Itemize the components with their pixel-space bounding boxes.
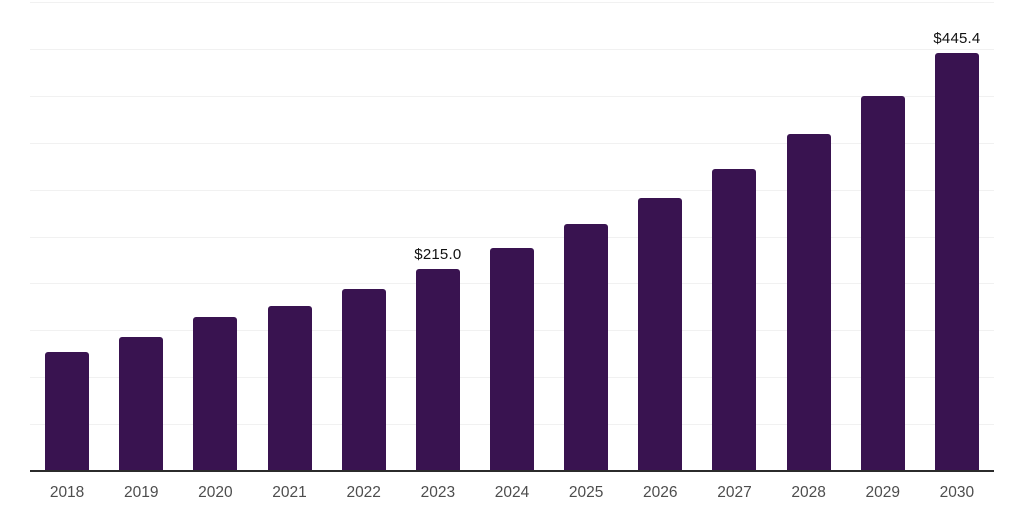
x-tick-label-2025: 2025 [568,484,604,501]
x-tick-label-2028: 2028 [791,484,826,501]
bar-2021[interactable] [267,305,312,471]
x-tick-label-2030: 2030 [939,484,975,501]
bar-2023[interactable] [415,269,460,471]
x-tick-label-2029: 2029 [865,484,901,501]
bar-2018[interactable] [45,351,90,471]
x-tick-label-2020: 2020 [198,484,233,501]
x-axis-line [30,470,994,472]
gridline [30,236,994,238]
bar-2029[interactable] [860,96,905,471]
bar-2019[interactable] [119,337,164,471]
gridline [30,142,994,144]
data-label-2030: $445.4 [933,30,981,48]
gridline [30,2,994,3]
x-tick-label-2022: 2022 [346,484,381,501]
data-label-2023: $215.0 [414,246,462,264]
x-tick-label-2021: 2021 [272,484,307,501]
plot-area: $215.0 $445.4 [30,2,994,472]
bar-2026[interactable] [638,197,683,471]
bar-2028[interactable] [786,134,831,471]
bar-2030[interactable] [934,53,979,471]
bar-2027[interactable] [712,168,757,471]
gridline [30,48,994,50]
bar-2025[interactable] [564,224,609,471]
gridline [30,95,994,97]
x-tick-label-2027: 2027 [717,484,752,501]
bar-2020[interactable] [193,316,238,471]
x-tick-label-2024: 2024 [494,484,530,501]
x-tick-label-2023: 2023 [420,484,456,501]
gridline [30,189,994,191]
bar-2022[interactable] [341,289,386,471]
x-tick-label-2026: 2026 [643,484,678,501]
x-tick-label-2019: 2019 [123,484,159,501]
x-tick-label-2018: 2018 [49,484,85,501]
bar-2024[interactable] [490,248,534,471]
